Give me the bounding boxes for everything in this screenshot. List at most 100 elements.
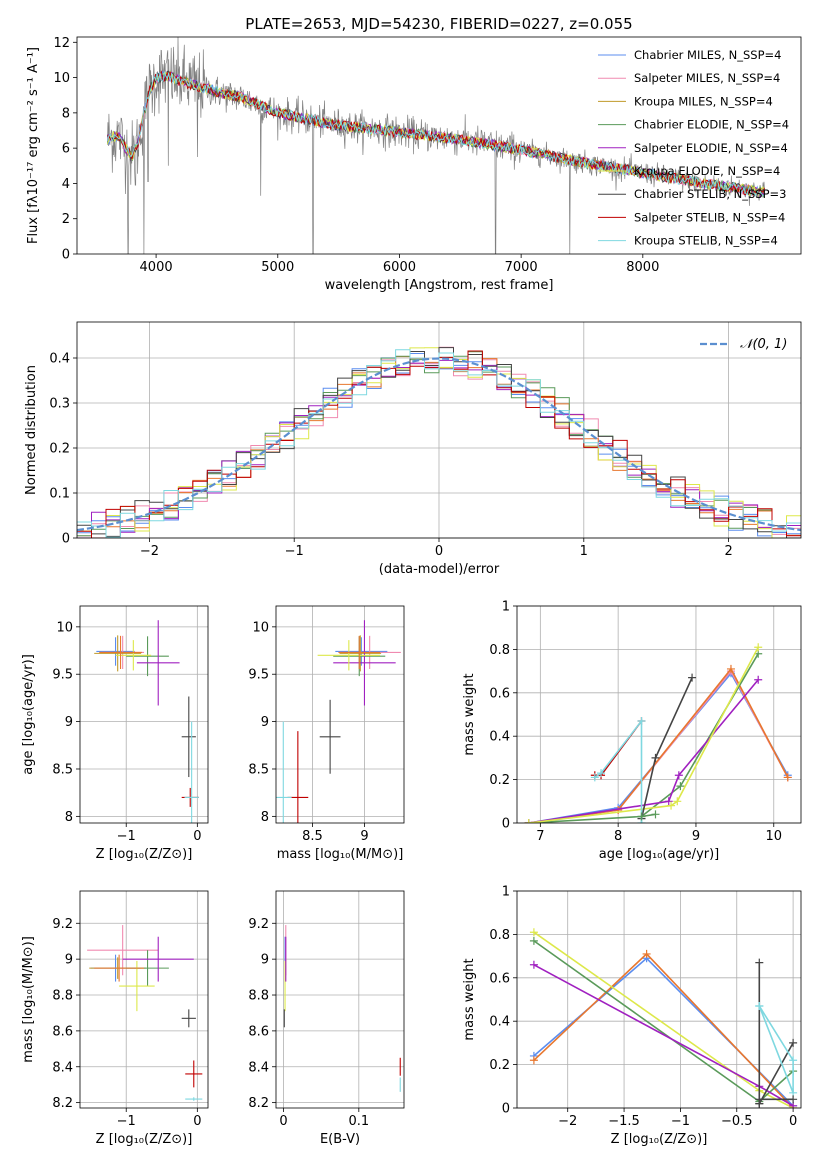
weight-point-orange bbox=[529, 1056, 538, 1065]
y-tick-label: 9.2 bbox=[248, 917, 269, 932]
x-axis-label: age [log₁₀(age/yr)] bbox=[599, 847, 720, 862]
y-tick-label: 0.4 bbox=[489, 730, 510, 745]
weight-line-chabrier_miles bbox=[528, 671, 789, 823]
legend-label: Kroupa ELODIE, N_SSP=4 bbox=[634, 164, 780, 178]
weight-point-chabrier_stelib bbox=[789, 1038, 798, 1047]
x-tick-label: 8000 bbox=[626, 260, 659, 275]
age-vs-mass-panel: 8.5 9 8 8.5 9 9.5 10 mass [log₁₀(M/M⊙)] bbox=[248, 605, 405, 862]
x-tick-label: −0.5 bbox=[721, 1114, 753, 1129]
axes-frame bbox=[79, 890, 209, 1109]
plot-area bbox=[94, 620, 199, 823]
weight-vs-age-panel: 7 8 9 10 0 0.2 0.4 0.6 0.8 1 age [log₁₀(age/yr)] ma… bbox=[462, 600, 802, 862]
x-tick-label: 8.5 bbox=[302, 829, 323, 844]
model-spectrum-kroupa_stelib bbox=[106, 70, 765, 198]
plot-area bbox=[106, 37, 765, 254]
y-axis-label: mass [log₁₀(M/M⊙)] bbox=[21, 936, 36, 1063]
weight-point-salpeter_elodie bbox=[754, 675, 763, 684]
weight-point-salpeter_elodie bbox=[664, 797, 673, 806]
y-tick-label: 9 bbox=[261, 715, 269, 730]
plot-area bbox=[529, 928, 798, 1108]
plot-area bbox=[524, 643, 792, 823]
y-tick-label: 12 bbox=[53, 36, 70, 51]
weight-point-chabrier_elodie bbox=[651, 810, 660, 819]
weight-line-salpeter_miles bbox=[528, 669, 789, 823]
x-tick-label: 0 bbox=[279, 1114, 287, 1129]
x-tick-label: −1.5 bbox=[608, 1114, 640, 1129]
weight-point-chabrier_stelib bbox=[651, 753, 660, 762]
weight-point-chabrier_stelib bbox=[755, 958, 764, 967]
y-tick-label: 0.4 bbox=[49, 352, 70, 367]
x-tick-label: 0.1 bbox=[348, 1114, 369, 1129]
weight-point-kroupa_elodie bbox=[754, 643, 763, 652]
x-tick-label: 9 bbox=[692, 829, 700, 844]
legend-label: Kroupa STELIB, N_SSP=4 bbox=[634, 234, 778, 248]
y-tick-label: 0.6 bbox=[489, 686, 510, 701]
y-tick-label: 9 bbox=[65, 953, 73, 968]
weight-point-kroupa_stelib bbox=[637, 717, 646, 726]
axes-frame bbox=[79, 605, 209, 824]
weight-line-salpeter_elodie bbox=[533, 964, 794, 1107]
plot-area bbox=[77, 346, 801, 538]
normal-distribution-curve bbox=[77, 357, 801, 532]
weight-point-kroupa_stelib bbox=[590, 773, 599, 782]
x-tick-label: 7000 bbox=[505, 260, 538, 275]
y-tick-label: 0.8 bbox=[489, 643, 510, 658]
y-tick-label: 1 bbox=[502, 885, 510, 900]
x-axis-label: E(B-V) bbox=[320, 1132, 360, 1147]
y-tick-label: 8.2 bbox=[52, 1096, 73, 1111]
x-tick-label: 1 bbox=[580, 544, 588, 559]
y-tick-label: 10 bbox=[56, 620, 73, 635]
x-tick-label: −1 bbox=[671, 1114, 690, 1129]
x-tick-label: −1 bbox=[117, 829, 136, 844]
x-tick-label: −2 bbox=[558, 1114, 577, 1129]
axes-frame bbox=[516, 890, 802, 1109]
weight-point-kroupa_elodie bbox=[529, 928, 538, 937]
y-tick-label: 0.3 bbox=[49, 397, 70, 412]
weight-point-orange bbox=[726, 664, 735, 673]
y-tick-label: 0.2 bbox=[489, 1058, 510, 1073]
y-tick-label: 0 bbox=[62, 532, 70, 547]
y-tick-label: 9 bbox=[65, 715, 73, 730]
x-tick-label: 8 bbox=[614, 829, 622, 844]
x-tick-label: 10 bbox=[765, 829, 782, 844]
axes-frame bbox=[275, 890, 405, 1109]
weight-vs-metallicity-panel: −2 −1.5 −1 −0.5 0 0 0.2 0.4 0.6 0.8 1 Z [log₁₀(Z/Z⊙… bbox=[462, 885, 802, 1147]
y-tick-label: 10 bbox=[252, 620, 269, 635]
x-axis-label: Z [log₁₀(Z/Z⊙)] bbox=[96, 847, 193, 862]
y-tick-label: 8 bbox=[62, 106, 70, 121]
y-tick-label: 8.6 bbox=[52, 1024, 73, 1039]
x-axis-label: Z [log₁₀(Z/Z⊙)] bbox=[96, 1132, 193, 1147]
y-tick-label: 2 bbox=[62, 212, 70, 227]
y-tick-label: 8.4 bbox=[248, 1060, 269, 1075]
y-tick-label: 0.1 bbox=[49, 487, 70, 502]
legend-label: Chabrier ELODIE, N_SSP=4 bbox=[634, 118, 789, 132]
y-tick-label: 0.2 bbox=[49, 442, 70, 457]
y-tick-label: 10 bbox=[53, 71, 70, 86]
x-tick-label: 0 bbox=[193, 829, 201, 844]
y-axis-label: mass weight bbox=[462, 958, 477, 1040]
x-tick-label: 6000 bbox=[383, 260, 416, 275]
x-tick-label: 2 bbox=[724, 544, 732, 559]
x-tick-label: −1 bbox=[285, 544, 304, 559]
weight-line-kroupa_elodie bbox=[533, 931, 794, 1108]
weight-point-kroupa_stelib bbox=[789, 1056, 798, 1065]
y-axis-label: Flux [fλ10⁻¹⁷ erg cm⁻² s⁻¹ A⁻¹] bbox=[26, 47, 41, 244]
weight-line-chabrier_stelib bbox=[758, 962, 794, 1107]
y-tick-label: 8.4 bbox=[52, 1060, 73, 1075]
model-spectrum-chabrier_stelib bbox=[107, 70, 765, 196]
y-tick-label: 8.5 bbox=[52, 762, 73, 777]
x-axis-label: wavelength [Angstrom, rest frame] bbox=[325, 278, 554, 293]
x-tick-label: −1 bbox=[117, 1114, 136, 1129]
legend-label: Kroupa MILES, N_SSP=4 bbox=[634, 94, 773, 108]
spectrum-panel: 4000 5000 6000 7000 8000 0 2 4 6 8 10 12 wavelength … bbox=[26, 15, 802, 293]
x-axis-label: mass [log₁₀(M/M⊙)] bbox=[277, 847, 404, 862]
x-tick-label: 7 bbox=[536, 829, 544, 844]
weight-point-kroupa_elodie bbox=[673, 797, 682, 806]
x-tick-label: 4000 bbox=[140, 260, 173, 275]
chart-title: PLATE=2653, MJD=54230, FIBERID=0227, z=0… bbox=[245, 15, 632, 33]
residual-histogram-panel: −2 −1 0 1 2 0 0.1 0.2 0.3 0.4 (data-model)/error No… bbox=[24, 321, 802, 577]
weight-point-kroupa_elodie bbox=[524, 819, 533, 823]
histogram-kroupa_stelib bbox=[77, 349, 801, 538]
y-tick-label: 0.2 bbox=[489, 773, 510, 788]
